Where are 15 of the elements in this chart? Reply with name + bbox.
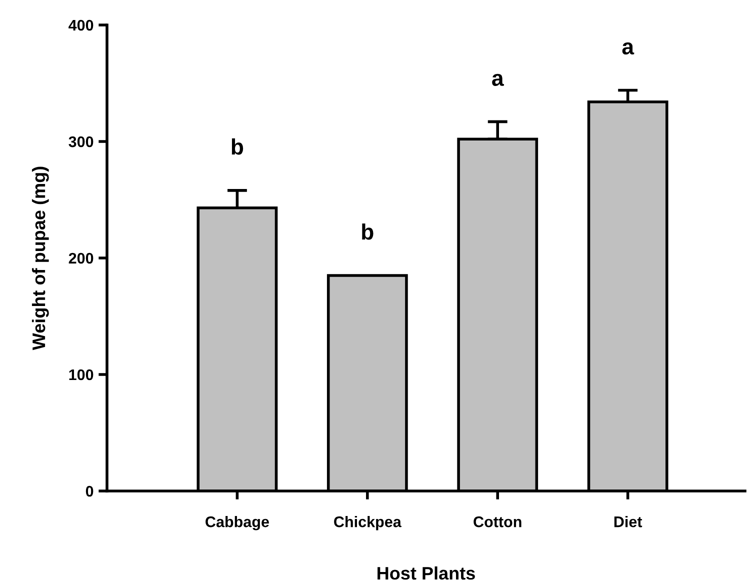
y-tick-label: 100: [69, 369, 94, 380]
annotation: b: [362, 223, 374, 240]
x-tick-label: Cotton: [474, 516, 522, 528]
y-tick-label: 300: [68, 136, 94, 148]
y-tick-label: 400: [68, 20, 94, 31]
x-tick-label: Diet: [614, 516, 642, 528]
y-axis-title: Weight of pupae (mg): [32, 166, 49, 350]
y-tick-label: 200: [68, 252, 94, 264]
y-tick-label: 0: [86, 486, 94, 497]
x-tick-label: Cabbage: [206, 516, 269, 530]
x-tick-label: Chickpea: [334, 516, 402, 530]
annotation: a: [622, 42, 634, 55]
annotation: a: [492, 74, 504, 86]
annotation: b: [232, 138, 244, 155]
x-axis-title: Host Plants: [378, 566, 475, 580]
